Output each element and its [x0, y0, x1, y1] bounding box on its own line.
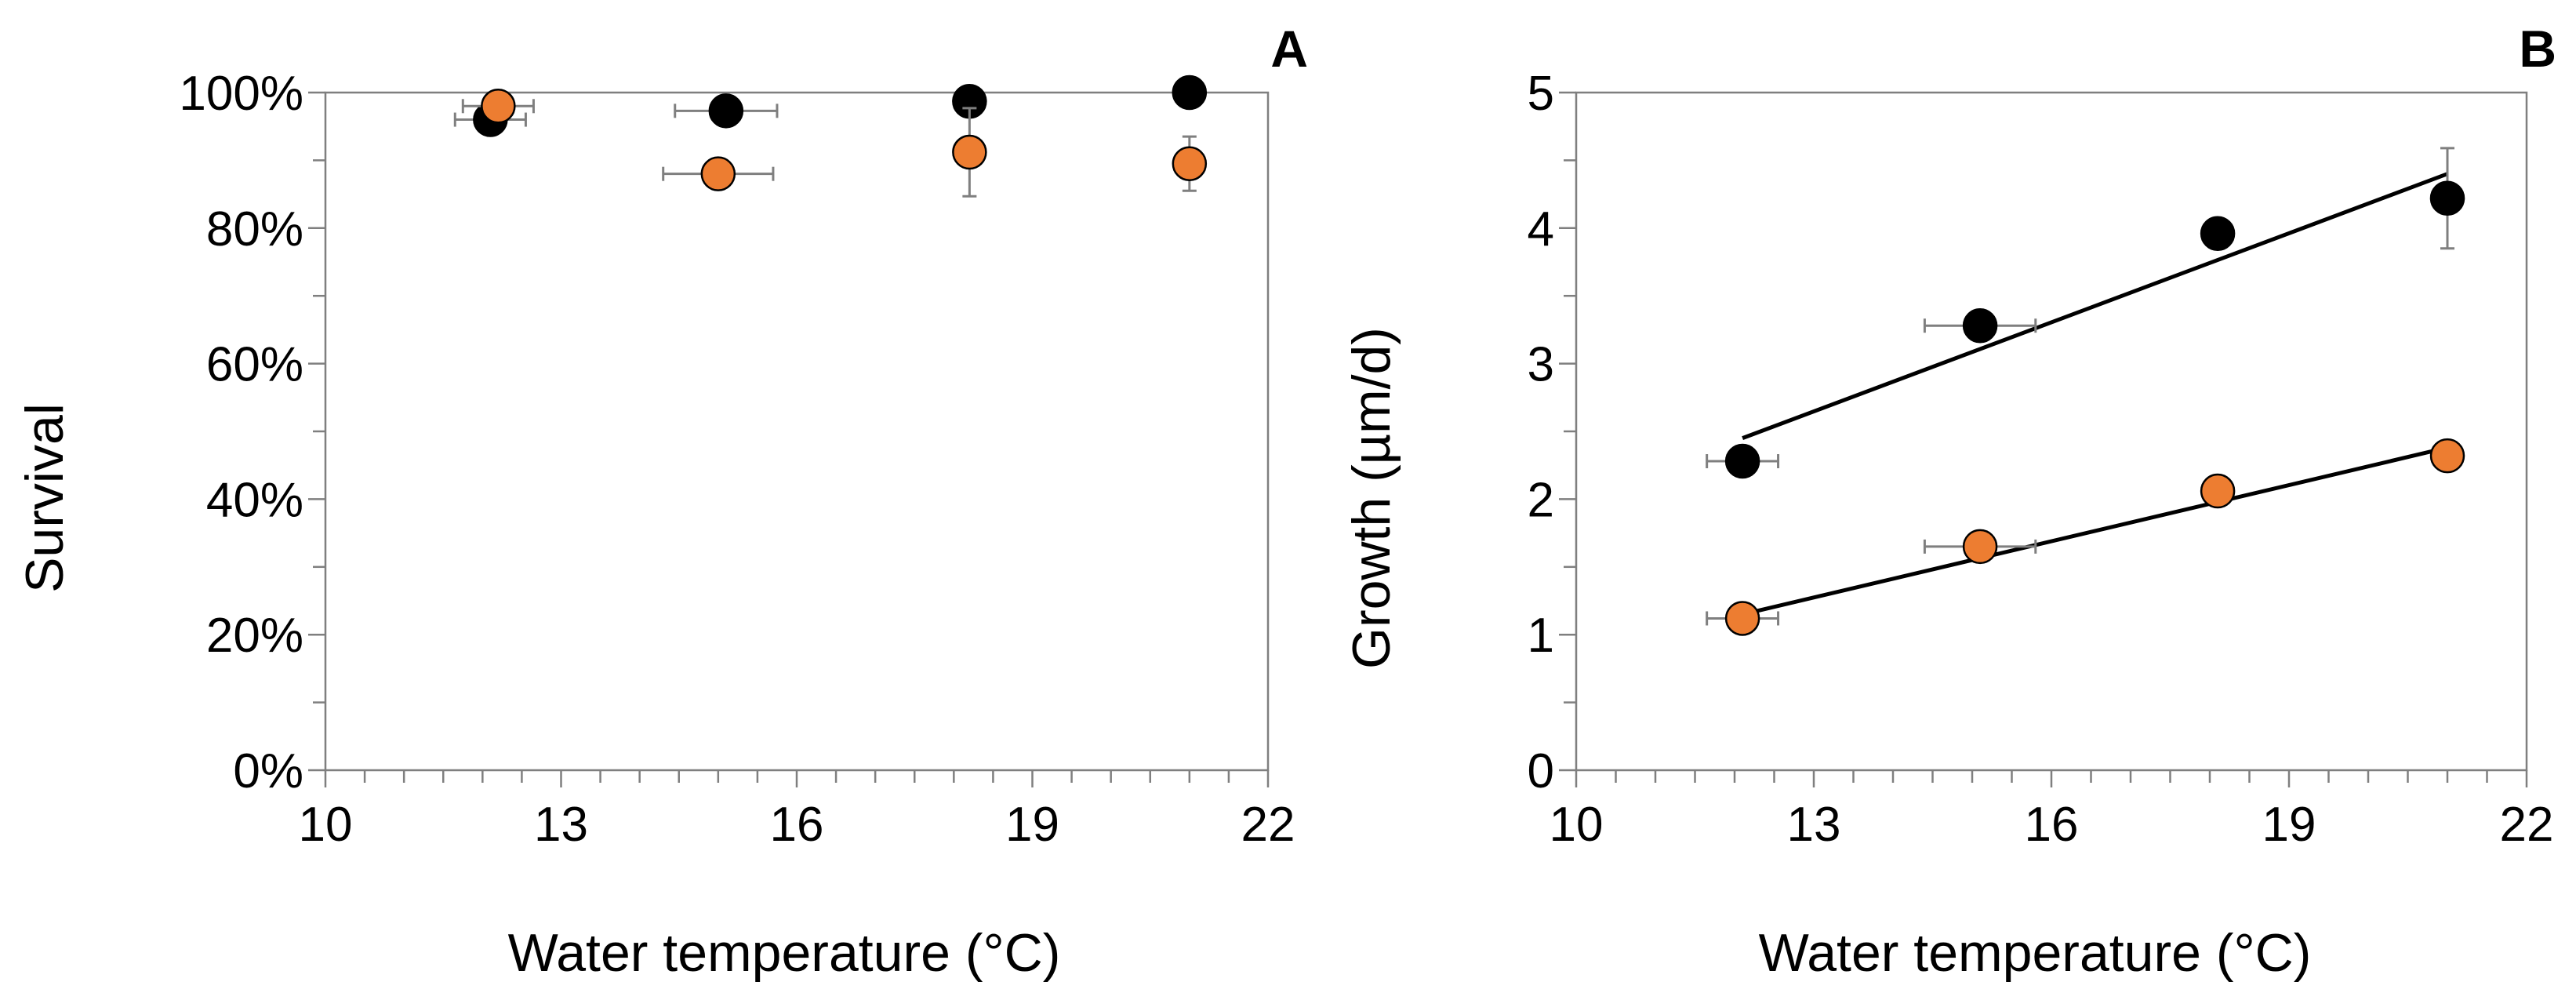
orange-trendline: [1742, 445, 2448, 616]
x-tick-label: 16: [770, 798, 824, 852]
y-tick-label: 5: [1528, 67, 1554, 121]
plot-area-frame: [324, 91, 1270, 772]
panel-a-y-axis-title: Survival: [15, 403, 74, 593]
x-tick-label: 13: [534, 798, 588, 852]
orange-data-point: [952, 134, 987, 170]
x-tick-label: 22: [2500, 798, 2554, 852]
orange-data-point: [1172, 146, 1208, 181]
x-tick-label: 16: [2025, 798, 2079, 852]
orange-data-point: [2429, 438, 2465, 474]
panel-b-y-axis-title: Growth (µm/d): [1342, 327, 1401, 669]
orange-data-point: [481, 89, 516, 124]
panel-a-x-axis-title: Water temperature (°C): [508, 923, 1061, 983]
y-tick-label: 40%: [206, 473, 303, 527]
black-data-point: [2429, 180, 2465, 216]
y-tick-label: 0: [1528, 744, 1554, 798]
black-data-point: [708, 93, 744, 129]
y-tick-label: 0%: [233, 744, 303, 798]
x-tick-label: 19: [1005, 798, 1059, 852]
x-tick-label: 10: [1550, 798, 1604, 852]
x-tick-label: 19: [2262, 798, 2316, 852]
black-trendline: [1742, 172, 2448, 440]
y-tick-label: 80%: [206, 202, 303, 256]
black-data-point: [1724, 443, 1760, 479]
panel-label-a: A: [1270, 20, 1308, 78]
y-tick-label: 4: [1528, 202, 1554, 256]
y-tick-label: 1: [1528, 609, 1554, 663]
y-tick-label: 60%: [206, 338, 303, 392]
orange-data-point: [2200, 473, 2236, 509]
x-tick-label: 13: [1787, 798, 1841, 852]
y-tick-label: 3: [1528, 338, 1554, 392]
black-data-point: [2200, 216, 2236, 251]
x-tick-label: 22: [1241, 798, 1295, 852]
y-tick-label: 2: [1528, 473, 1554, 527]
orange-data-point: [1724, 601, 1760, 636]
y-tick-label: 20%: [206, 609, 303, 663]
black-data-point: [1172, 75, 1208, 111]
plot-area-frame: [1575, 91, 2528, 772]
panel-a: A 0% 20% 40% 60% 80% 100% 10 13 16 19 22 Water tem…: [15, 20, 1308, 983]
panel-b-marks: 0 1 2 3 4 5 10 13 16 19 22: [1528, 67, 2554, 852]
panel-a-marks: 0% 20% 40% 60% 80% 100% 10 13 16 19 22: [179, 67, 1295, 852]
y-tick-label: 100%: [179, 67, 303, 121]
orange-data-point: [700, 156, 736, 191]
orange-data-point: [1962, 529, 1998, 565]
panel-b: B 0 1 2 3 4 5 10 13 16 19 22 Water temperature (°C…: [1342, 20, 2556, 983]
x-tick-label: 10: [299, 798, 353, 852]
panel-label-b: B: [2519, 20, 2556, 78]
black-data-point: [1962, 307, 1998, 344]
panel-b-x-axis-title: Water temperature (°C): [1759, 923, 2312, 983]
